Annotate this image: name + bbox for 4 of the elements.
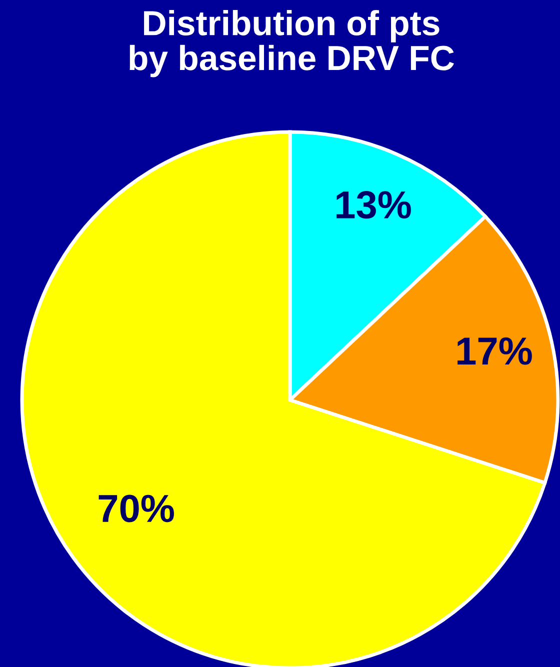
data-label: 70% — [98, 494, 174, 522]
chart-title: Distribution of pts by baseline DRV FC — [130, 10, 454, 78]
data-label: 17% — [458, 337, 532, 365]
data-label: 13% — [336, 191, 411, 219]
